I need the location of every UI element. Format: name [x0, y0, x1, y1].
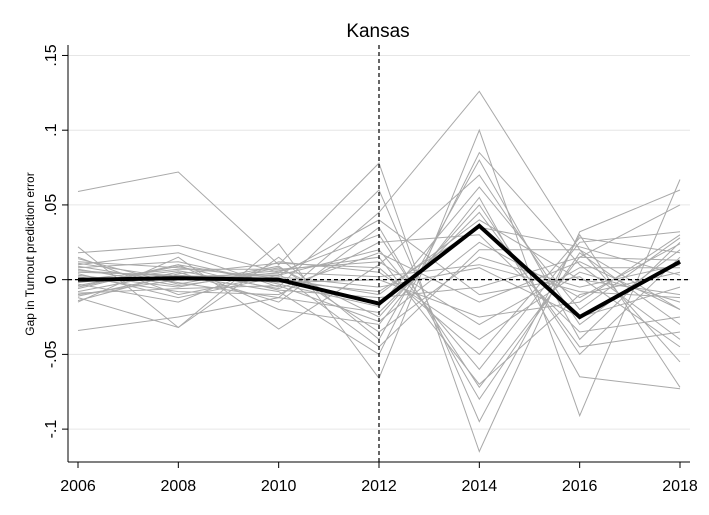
plot-area: -.1 -.05 0 .05 .1 .15 2006 2008 2010 2012 2014 2016…	[43, 44, 698, 495]
plot-background	[68, 45, 690, 462]
x-tick-label-2: 2010	[261, 478, 297, 495]
y-tick-label-4: .1	[43, 123, 60, 136]
x-tick-label-0: 2006	[60, 478, 96, 495]
treated-line	[77, 223, 681, 320]
x-tick-label-3: 2012	[361, 478, 397, 495]
y-tick-label-3: .05	[43, 194, 60, 216]
x-tick-label-4: 2014	[462, 478, 498, 495]
chart-title: Kansas	[346, 21, 409, 42]
y-tick-label-5: .15	[43, 44, 60, 66]
placebo-line-6	[77, 189, 681, 423]
y-axis-title: Gap in Turnout prediction error	[23, 172, 37, 335]
y-tick-label-0: -.1	[43, 420, 60, 439]
placebo-line-11	[77, 204, 681, 356]
x-tick-label-6: 2018	[662, 478, 698, 495]
y-tick-label-2: 0	[43, 275, 60, 284]
placebo-line-25	[77, 261, 680, 326]
x-tick-label-5: 2016	[562, 478, 598, 495]
placebo-line-21	[77, 252, 681, 310]
y-tick-label-1: -.05	[43, 341, 60, 369]
placebo-line-1	[77, 162, 681, 453]
x-tick-label-1: 2008	[161, 478, 197, 495]
placebo-line-23	[77, 237, 681, 356]
